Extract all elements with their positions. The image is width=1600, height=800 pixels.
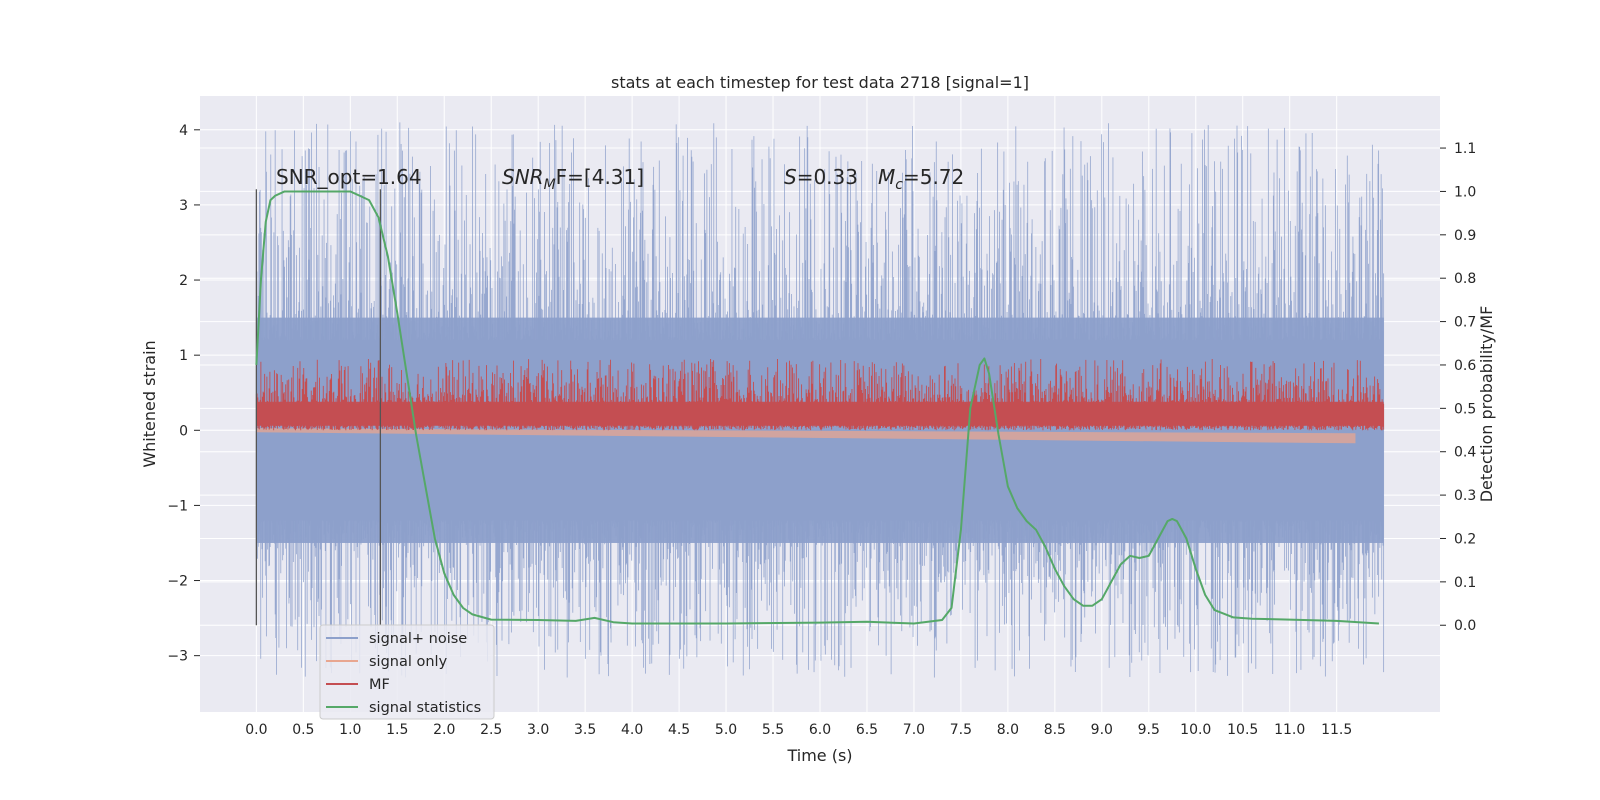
y-tick-label: 1 <box>179 348 188 364</box>
y-tick-label: −2 <box>167 574 188 590</box>
y-tick-label: −1 <box>167 498 188 514</box>
annotation-s: S=0.33 <box>784 165 858 189</box>
y-tick-label: 0 <box>179 423 188 439</box>
vertical-lines <box>255 189 382 626</box>
x-tick-label: 2.5 <box>480 722 502 738</box>
chart-title: stats at each timestep for test data 271… <box>611 73 1029 92</box>
x-tick-label: 3.0 <box>527 722 549 738</box>
y-tick-label: −3 <box>167 649 188 665</box>
y-tick-label: 3 <box>179 198 188 214</box>
y-right-tick-label: 0.5 <box>1454 401 1476 417</box>
legend-label-mf: MF <box>369 677 390 693</box>
x-tick-label: 6.5 <box>856 722 878 738</box>
legend-label-signal-statistics: signal statistics <box>369 700 481 716</box>
y-right-tick-label: 0.9 <box>1454 228 1476 244</box>
x-tick-label: 10.0 <box>1180 722 1211 738</box>
x-tick-label: 8.0 <box>997 722 1019 738</box>
x-tick-label: 10.5 <box>1227 722 1258 738</box>
legend-label-signal-noise: signal+ noise <box>369 631 467 647</box>
x-tick-label: 3.5 <box>574 722 596 738</box>
x-tick-label: 9.0 <box>1091 722 1113 738</box>
x-tick-label: 8.5 <box>1044 722 1066 738</box>
x-tick-label: 0.0 <box>245 722 267 738</box>
y-right-tick-label: 0.8 <box>1454 271 1476 287</box>
y-tick-label: 2 <box>179 273 188 289</box>
x-tick-label: 11.5 <box>1321 722 1352 738</box>
annotation-s-base: S <box>784 165 797 189</box>
x-tick-label: 5.5 <box>762 722 784 738</box>
series-signal-statistics <box>255 190 1380 625</box>
signal-statistics-line <box>255 190 1380 625</box>
x-tick-label: 0.5 <box>292 722 314 738</box>
y-right-tick-label: 0.0 <box>1454 618 1476 634</box>
x-tick-label: 1.0 <box>339 722 361 738</box>
y-axis-right-ticks: 1.1 1.0 0.9 0.8 0.7 0.6 0.5 0.4 0.3 0.2 0.1 0.0 <box>1440 141 1476 634</box>
x-axis-label: Time (s) <box>786 746 852 765</box>
y-axis-label: Whitened strain <box>140 340 159 467</box>
y-right-tick-label: 0.2 <box>1454 531 1476 547</box>
annotation-s-rest: =0.33 <box>797 165 858 189</box>
annotation-mc: Mc=5.72 <box>878 165 964 193</box>
legend-box <box>319 624 495 720</box>
legend: signal+ noise signal only MF signal stat… <box>319 624 495 720</box>
annotation-snr-mf-sub: M <box>544 177 556 193</box>
x-tick-label: 4.5 <box>668 722 690 738</box>
annotation-mc-sub: c <box>895 177 903 193</box>
x-tick-label: 4.0 <box>621 722 643 738</box>
x-tick-label: 2.0 <box>433 722 455 738</box>
y-right-tick-label: 1.1 <box>1454 141 1476 157</box>
x-tick-label: 1.5 <box>386 722 408 738</box>
x-axis-ticks: 0.0 0.5 1.0 1.5 2.0 2.5 3.0 3.5 4.0 4.5 5.0 5.5 6.0 6… <box>245 722 1352 738</box>
y-right-tick-label: 0.1 <box>1454 575 1476 591</box>
x-tick-label: 5.0 <box>715 722 737 738</box>
y-axis-right-label: Detection probability/MF <box>1477 306 1496 503</box>
annotation-snr-opt: SNR_opt=1.64 <box>276 165 422 189</box>
x-tick-label: 6.0 <box>809 722 831 738</box>
y-right-tick-label: 0.6 <box>1454 358 1476 374</box>
y-right-tick-label: 1.0 <box>1454 184 1476 200</box>
annotation-mc-base: M <box>878 165 895 189</box>
y-right-tick-label: 0.7 <box>1454 315 1476 331</box>
x-tick-label: 7.5 <box>950 722 972 738</box>
legend-label-signal-only: signal only <box>369 654 448 670</box>
y-tick-label: 4 <box>179 123 188 139</box>
annotation-snr-mf-rest: F=[4.31] <box>556 165 644 189</box>
y-axis-ticks: 4 3 2 1 0 −1 −2 −3 <box>167 123 200 665</box>
annotation-snr-mf: SNRMF=[4.31] <box>502 165 644 193</box>
annotation-mc-rest: =5.72 <box>903 165 964 189</box>
x-tick-label: 9.5 <box>1138 722 1160 738</box>
x-tick-label: 11.0 <box>1274 722 1305 738</box>
y-right-tick-label: 0.4 <box>1454 445 1476 461</box>
x-tick-label: 7.0 <box>903 722 925 738</box>
annotation-snr-mf-base: SNR <box>502 165 544 189</box>
y-right-tick-label: 0.3 <box>1454 488 1476 504</box>
series-signal-only <box>256 428 1356 444</box>
signal-only-line <box>256 428 1356 444</box>
